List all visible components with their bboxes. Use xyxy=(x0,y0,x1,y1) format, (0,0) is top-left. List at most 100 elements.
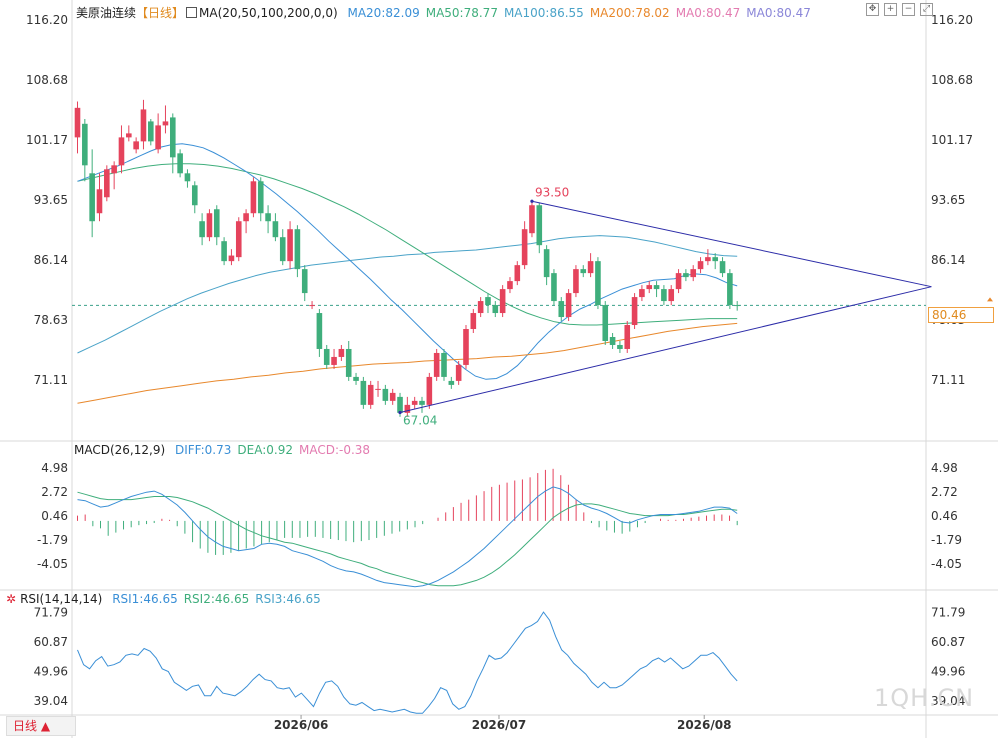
main-y-tick-left: 78.63 xyxy=(34,313,68,327)
period-label[interactable]: 【日线】 xyxy=(136,6,185,20)
candle xyxy=(382,384,389,405)
candle xyxy=(558,297,565,322)
macd-y-tick-right: -1.79 xyxy=(931,533,962,547)
x-tick-label: 2026/06 xyxy=(274,718,328,732)
candle xyxy=(294,225,301,278)
candle-body xyxy=(199,221,205,238)
rsi-line xyxy=(77,611,738,714)
candle-body xyxy=(705,257,711,262)
candle-body xyxy=(206,213,213,238)
candle-body xyxy=(683,273,689,278)
trendline-1 xyxy=(531,200,932,288)
candle-body xyxy=(433,352,440,377)
move-icon[interactable]: ✥ xyxy=(866,3,879,16)
candle xyxy=(360,376,367,409)
macd-y-tick-left: 4.98 xyxy=(41,461,68,475)
candle-body xyxy=(411,400,418,405)
rsi-y-tick-right: 49.96 xyxy=(931,665,965,679)
candle xyxy=(162,105,169,134)
candle xyxy=(184,169,191,188)
candle xyxy=(389,388,396,405)
candle xyxy=(565,289,572,322)
rsi-legend-item: RSI3:46.65 xyxy=(255,592,321,606)
macd-header: MACD(26,12,9) xyxy=(74,443,166,457)
candle xyxy=(617,340,623,353)
candle-body xyxy=(558,301,565,318)
candle-body xyxy=(463,329,469,365)
candle-body xyxy=(609,336,616,345)
candle xyxy=(536,202,543,254)
candle-body xyxy=(316,313,323,349)
candle-body xyxy=(712,257,719,262)
candle xyxy=(301,265,308,302)
candle-body xyxy=(331,356,337,365)
candle xyxy=(485,293,491,314)
candle xyxy=(719,257,726,278)
ma200-line xyxy=(77,322,738,404)
rsi-panel[interactable] xyxy=(77,611,738,714)
candle xyxy=(272,213,279,242)
candle-body xyxy=(639,289,645,298)
candle xyxy=(661,285,667,306)
zoom-in-icon[interactable]: + xyxy=(884,3,897,16)
candle xyxy=(529,201,535,238)
candle xyxy=(279,229,286,266)
candle xyxy=(448,376,455,389)
macd-panel[interactable] xyxy=(77,468,738,588)
candle-body xyxy=(382,388,389,401)
macd-y-tick-left: 2.72 xyxy=(41,485,68,499)
candle-body xyxy=(360,380,367,405)
candle xyxy=(375,380,381,397)
candle-body xyxy=(338,348,345,357)
candle-body xyxy=(375,388,381,390)
trendline-2 xyxy=(399,286,932,414)
candle-body xyxy=(111,165,117,174)
period-toggle-button[interactable]: 日线 ▲ xyxy=(6,716,76,736)
symbol-name: 美原油连续 xyxy=(76,6,137,20)
zoom-out-icon[interactable]: − xyxy=(902,3,915,16)
main-y-tick-right: 71.11 xyxy=(931,373,965,387)
candle-body xyxy=(301,269,308,294)
macd-y-tick-right: 4.98 xyxy=(931,461,958,475)
ma-legend-item: MA0:80.47 xyxy=(746,6,811,20)
candle-body xyxy=(448,380,455,385)
indicator-settings-icon[interactable] xyxy=(186,7,198,18)
rsi-settings-icon[interactable]: ✲ xyxy=(6,592,17,606)
main-y-tick-right: 93.65 xyxy=(931,193,965,207)
macd-y-tick-right: -4.05 xyxy=(931,557,962,571)
macd-legend: MACD(26,12,9) DIFF:0.73 DEA:0.92 MACD:-0.3… xyxy=(74,443,382,457)
candle xyxy=(243,209,249,234)
rsi-legend-item: RSI2:46.65 xyxy=(183,592,250,606)
candle-body xyxy=(675,273,682,290)
fullscreen-icon[interactable]: ⤢ xyxy=(920,3,933,16)
candle xyxy=(140,99,147,150)
main-y-tick-left: 101.17 xyxy=(26,133,68,147)
rsi-y-tick-left: 39.04 xyxy=(34,694,68,708)
candle-body xyxy=(243,213,249,222)
candle-body xyxy=(169,117,176,158)
candle-body xyxy=(155,125,161,150)
candle-body xyxy=(514,265,521,282)
candle xyxy=(126,125,132,142)
trendline-anchor xyxy=(530,199,534,203)
candle-body xyxy=(389,392,396,401)
candle-body xyxy=(213,209,220,238)
candle xyxy=(316,309,323,357)
candle-body xyxy=(272,221,279,238)
candle-body xyxy=(602,305,609,341)
candle xyxy=(228,249,235,266)
candle xyxy=(646,281,653,294)
candle-body xyxy=(228,255,235,262)
candle xyxy=(631,293,638,330)
candle-body xyxy=(221,241,227,262)
candle-body xyxy=(595,261,601,306)
main-price-panel[interactable]: 93.50 67.04 xyxy=(74,99,932,428)
ma-legend-item: MA100:86.55 xyxy=(503,6,584,20)
candle xyxy=(675,269,682,294)
candle-body xyxy=(697,261,704,270)
macd-y-tick-right: 2.72 xyxy=(931,485,958,499)
rsi-y-tick-left: 49.96 xyxy=(34,665,68,679)
candle xyxy=(338,344,345,361)
